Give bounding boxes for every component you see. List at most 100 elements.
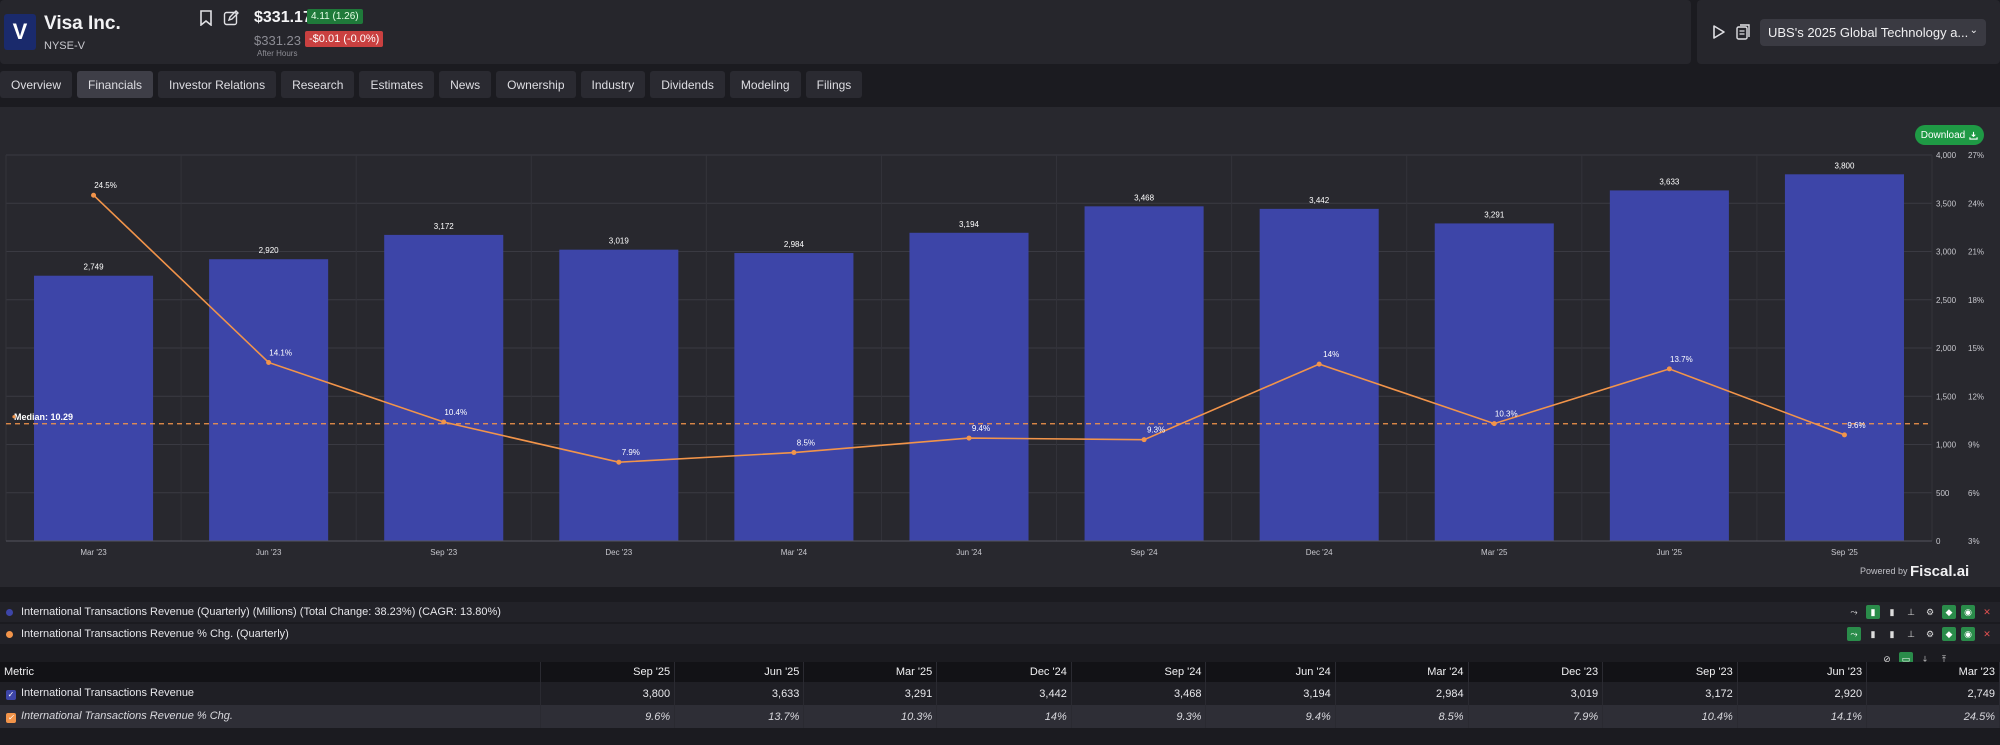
revenue-chart: 0 500 1,000 1,500 2,000 2,500 3,000 3,500 4,000 3… [5, 151, 1984, 557]
tab-research[interactable]: Research [281, 71, 355, 98]
x-tick-label: Sep '24 [1131, 548, 1158, 557]
line-point [1141, 437, 1147, 443]
column-header[interactable]: Sep '24 [1071, 662, 1207, 682]
tab-modeling[interactable]: Modeling [729, 71, 801, 98]
powered-by-label: Powered by [1860, 566, 1908, 576]
line-data-label: 14% [1323, 350, 1339, 359]
table-cell: 3,442 [936, 682, 1072, 705]
column-header[interactable]: Dec '24 [936, 662, 1072, 682]
play-icon[interactable] [1709, 23, 1727, 41]
tab-overview[interactable]: Overview [0, 71, 73, 98]
column-header-metric: Metric [0, 662, 541, 682]
chevron-down-icon: ⌄ [1969, 25, 1978, 36]
table-row[interactable]: ✓ International Transactions Revenue 3,800… [0, 682, 2000, 705]
event-select-label: UBS's 2025 Global Technology a... [1768, 25, 1969, 40]
table-cell: 2,984 [1335, 682, 1469, 705]
tab-industry[interactable]: Industry [580, 71, 646, 98]
table-cell: 3,172 [1602, 682, 1738, 705]
column-header[interactable]: Jun '25 [674, 662, 805, 682]
line-data-label: 9.4% [972, 424, 990, 433]
legend-row-revenue[interactable]: International Transactions Revenue (Quar… [0, 602, 2000, 622]
y-right-tick-label: 27% [1968, 151, 1984, 160]
line-data-label: 10.4% [444, 408, 467, 417]
tag-icon[interactable]: ◆ [1942, 605, 1956, 619]
table-cell: 9.6% [540, 705, 676, 728]
tab-dividends[interactable]: Dividends [650, 71, 725, 98]
column-header[interactable]: Mar '24 [1335, 662, 1469, 682]
column-header[interactable]: Jun '23 [1737, 662, 1868, 682]
table-cell: 3,194 [1205, 682, 1336, 705]
table-cell: 24.5% [1866, 705, 2000, 728]
company-name: Visa Inc. [44, 13, 121, 34]
bar-chart-alt-icon[interactable]: ▮ [1889, 606, 1895, 617]
column-header[interactable]: Dec '23 [1468, 662, 1604, 682]
bar [1434, 223, 1554, 541]
row-checkbox[interactable]: ✓ [6, 690, 16, 700]
tag-icon[interactable]: ◆ [1942, 627, 1956, 641]
eye-icon[interactable]: ◉ [1961, 605, 1975, 619]
edit-icon[interactable] [222, 9, 240, 27]
axis-icon[interactable]: ⊥ [1907, 628, 1915, 639]
line-point [266, 359, 272, 365]
table-cell: 10.4% [1602, 705, 1738, 728]
column-header[interactable]: Jun '24 [1205, 662, 1336, 682]
event-select[interactable]: UBS's 2025 Global Technology a... ⌄ [1760, 19, 1986, 46]
x-tick-label: Sep '23 [430, 548, 457, 557]
table-cell: 10.3% [803, 705, 938, 728]
y-right-tick-label: 9% [1968, 441, 1980, 450]
gear-icon[interactable]: ⚙ [1925, 628, 1935, 639]
column-header[interactable]: Mar '25 [803, 662, 938, 682]
close-icon[interactable]: ✕ [1983, 606, 1991, 617]
close-icon[interactable]: ✕ [1983, 628, 1991, 639]
tab-news[interactable]: News [439, 71, 492, 98]
bar [209, 259, 329, 541]
column-header[interactable]: Sep '23 [1602, 662, 1738, 682]
line-point [1316, 361, 1322, 367]
x-tick-label: Dec '24 [1306, 548, 1333, 557]
legend-row-pct-change[interactable]: International Transactions Revenue % Chg… [0, 624, 2000, 644]
bar [1259, 208, 1379, 542]
tab-financials[interactable]: Financials [77, 71, 154, 98]
bar [1784, 174, 1904, 542]
table-cell: 14.1% [1737, 705, 1868, 728]
bar-chart-icon[interactable]: ▮ [1870, 628, 1876, 639]
bar-data-label: 3,291 [1484, 210, 1505, 219]
trend-icon[interactable]: ⤳ [1850, 606, 1858, 617]
bookmark-icon[interactable] [197, 9, 215, 27]
collapse-icon[interactable]: ⤒ [1942, 653, 1946, 664]
bar-chart-alt-icon[interactable]: ▮ [1889, 628, 1895, 639]
table-cell: 8.5% [1335, 705, 1469, 728]
axis-icon[interactable]: ⊥ [1907, 606, 1915, 617]
after-hours-label: After Hours [257, 49, 298, 58]
bar [734, 253, 854, 541]
download-button[interactable]: Download [1915, 125, 1984, 145]
gear-icon[interactable]: ⚙ [1925, 606, 1935, 617]
table-cell: 3,633 [674, 682, 805, 705]
legend-label: International Transactions Revenue (Quar… [21, 606, 501, 618]
document-icon[interactable] [1734, 23, 1752, 41]
table-cell: 3,800 [540, 682, 676, 705]
table-cell: 2,749 [1866, 682, 2000, 705]
tab-estimates[interactable]: Estimates [359, 71, 435, 98]
table-cell: 9.3% [1071, 705, 1207, 728]
hide-icon[interactable]: ⊘ [1883, 653, 1891, 664]
bar-chart-icon[interactable]: ▮ [1866, 605, 1880, 619]
bar-data-label: 3,800 [1834, 161, 1855, 170]
line-data-label: 7.9% [622, 448, 640, 457]
tab-investor-relations[interactable]: Investor Relations [158, 71, 277, 98]
download-icon[interactable]: ⤓ [1923, 653, 1927, 664]
y-left-tick-label: 2,500 [1936, 296, 1957, 305]
quote-header: V Visa Inc. NYSE-V $331.17 4.11 (1.26) $… [0, 0, 1691, 64]
row-checkbox[interactable]: ✓ [6, 713, 16, 723]
line-point [1491, 421, 1497, 427]
trend-icon[interactable]: ⤳ [1847, 627, 1861, 641]
column-header[interactable]: Mar '23 [1866, 662, 2000, 682]
tab-ownership[interactable]: Ownership [496, 71, 576, 98]
bar [559, 249, 679, 541]
eye-icon[interactable]: ◉ [1961, 627, 1975, 641]
column-header[interactable]: Sep '25 [540, 662, 676, 682]
tab-filings[interactable]: Filings [805, 71, 863, 98]
table-row[interactable]: ✓ International Transactions Revenue % Ch… [0, 705, 2000, 728]
table-header-row: Metric Sep '25 Jun '25 Mar '25 Dec '24 Sep '2… [0, 662, 2000, 682]
bar [909, 232, 1029, 541]
